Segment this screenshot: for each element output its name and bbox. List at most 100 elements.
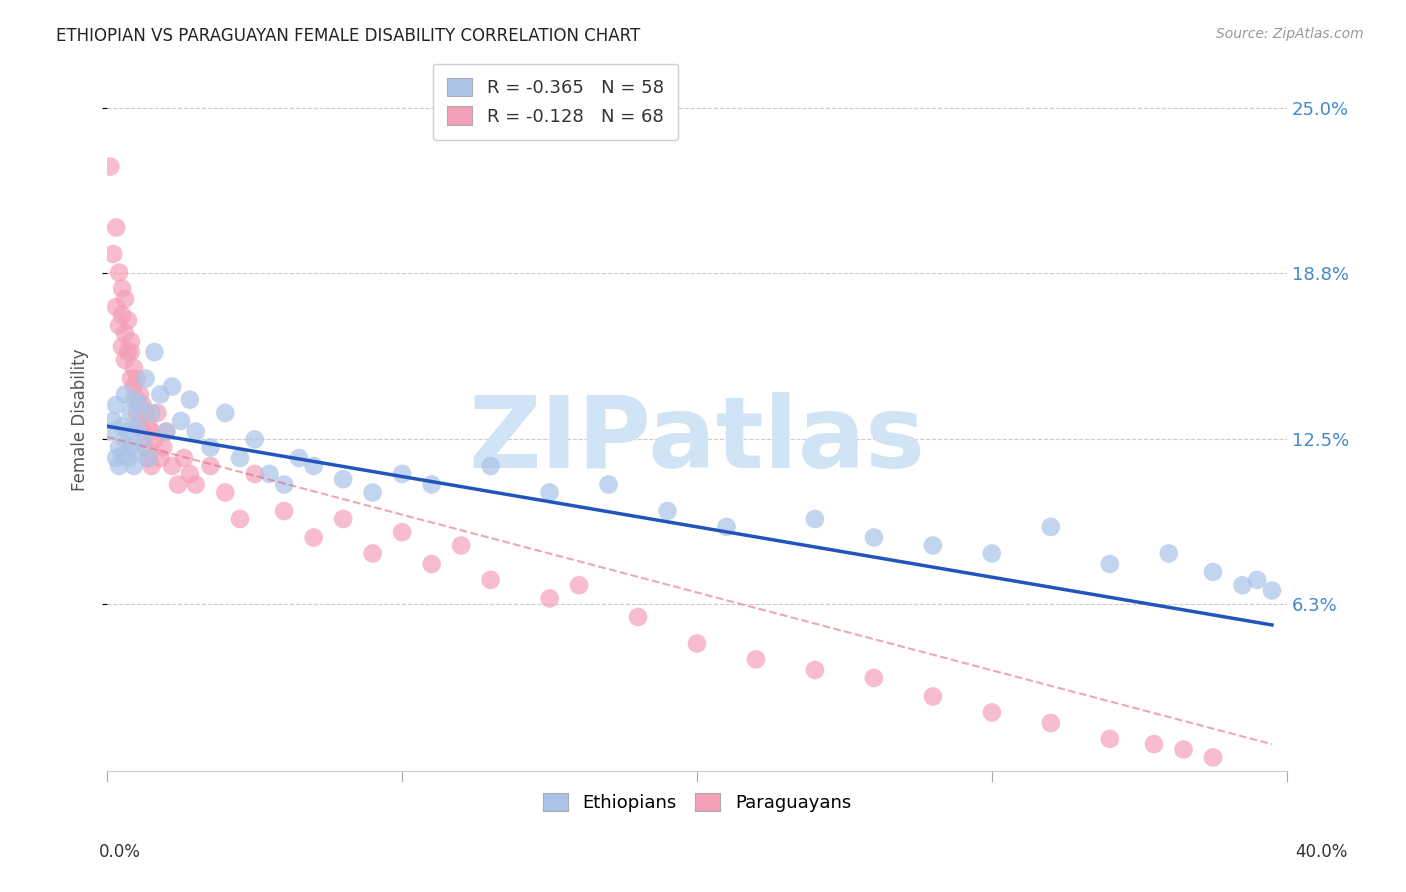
Point — [141, 425, 163, 439]
Point — [980, 706, 1002, 720]
Point — [184, 425, 207, 439]
Point — [128, 398, 150, 412]
Point — [128, 419, 150, 434]
Point — [863, 531, 886, 545]
Point — [111, 281, 134, 295]
Point — [105, 450, 128, 465]
Point — [122, 360, 145, 375]
Point — [120, 334, 142, 349]
Point — [214, 485, 236, 500]
Point — [332, 472, 354, 486]
Point — [160, 379, 183, 393]
Point — [479, 573, 502, 587]
Point — [200, 458, 222, 473]
Point — [657, 504, 679, 518]
Point — [980, 546, 1002, 560]
Point — [568, 578, 591, 592]
Point — [131, 398, 153, 412]
Point — [114, 292, 136, 306]
Point — [155, 425, 177, 439]
Point — [108, 458, 131, 473]
Point — [361, 485, 384, 500]
Point — [149, 387, 172, 401]
Point — [120, 441, 142, 455]
Point — [128, 387, 150, 401]
Point — [135, 441, 157, 455]
Point — [117, 313, 139, 327]
Point — [804, 663, 827, 677]
Point — [1261, 583, 1284, 598]
Legend: Ethiopians, Paraguayans: Ethiopians, Paraguayans — [530, 780, 863, 825]
Point — [111, 449, 134, 463]
Point — [138, 419, 160, 434]
Point — [598, 477, 620, 491]
Point — [111, 419, 134, 434]
Point — [173, 450, 195, 465]
Point — [125, 419, 148, 434]
Point — [105, 398, 128, 412]
Point — [114, 353, 136, 368]
Point — [243, 467, 266, 481]
Point — [114, 326, 136, 341]
Point — [167, 477, 190, 491]
Point — [135, 371, 157, 385]
Point — [538, 591, 561, 606]
Point — [686, 636, 709, 650]
Point — [716, 520, 738, 534]
Point — [1039, 716, 1062, 731]
Point — [1202, 565, 1225, 579]
Point — [1232, 578, 1254, 592]
Point — [120, 345, 142, 359]
Point — [1173, 742, 1195, 756]
Point — [1246, 573, 1268, 587]
Point — [146, 406, 169, 420]
Point — [259, 467, 281, 481]
Point — [1098, 731, 1121, 746]
Point — [214, 406, 236, 420]
Point — [114, 433, 136, 447]
Point — [273, 477, 295, 491]
Point — [131, 433, 153, 447]
Point — [105, 220, 128, 235]
Point — [243, 433, 266, 447]
Point — [111, 308, 134, 322]
Point — [149, 450, 172, 465]
Point — [155, 425, 177, 439]
Point — [538, 485, 561, 500]
Text: Source: ZipAtlas.com: Source: ZipAtlas.com — [1216, 27, 1364, 41]
Point — [450, 539, 472, 553]
Point — [141, 406, 163, 420]
Point — [229, 450, 252, 465]
Point — [108, 318, 131, 333]
Point — [122, 458, 145, 473]
Point — [108, 266, 131, 280]
Point — [179, 392, 201, 407]
Point — [302, 458, 325, 473]
Point — [122, 379, 145, 393]
Text: ZIPatlas: ZIPatlas — [468, 392, 925, 489]
Point — [1098, 557, 1121, 571]
Point — [273, 504, 295, 518]
Point — [114, 387, 136, 401]
Point — [98, 160, 121, 174]
Point — [111, 340, 134, 354]
Point — [125, 446, 148, 460]
Point — [138, 450, 160, 465]
Point — [1143, 737, 1166, 751]
Point — [103, 414, 125, 428]
Point — [420, 477, 443, 491]
Point — [98, 425, 121, 439]
Point — [120, 371, 142, 385]
Point — [229, 512, 252, 526]
Point — [103, 247, 125, 261]
Point — [125, 371, 148, 385]
Point — [141, 458, 163, 473]
Point — [361, 546, 384, 560]
Point — [863, 671, 886, 685]
Point — [391, 525, 413, 540]
Point — [131, 425, 153, 439]
Point — [302, 531, 325, 545]
Point — [922, 539, 945, 553]
Point — [108, 441, 131, 455]
Point — [125, 406, 148, 420]
